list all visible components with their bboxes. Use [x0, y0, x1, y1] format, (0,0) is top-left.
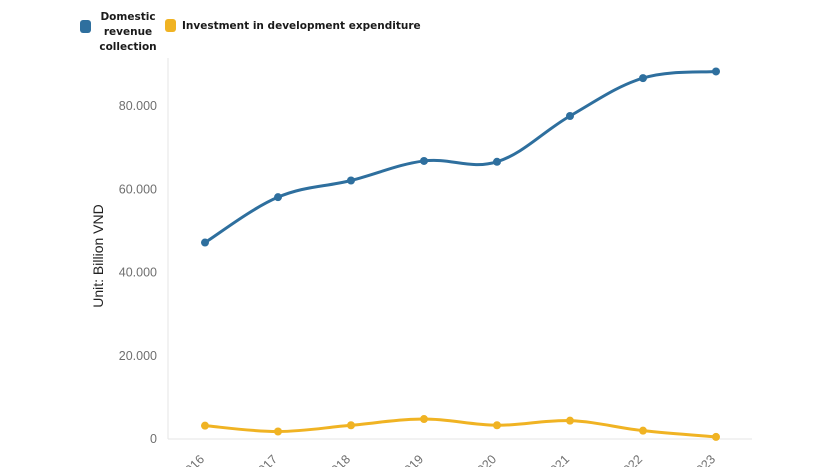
x-tick-label: 2018 — [324, 452, 354, 467]
data-point[interactable] — [420, 415, 428, 424]
data-point[interactable] — [420, 156, 428, 165]
y-tick-label: 0 — [150, 432, 157, 446]
legend-label-domestic-revenue: Domestic revenue collection — [99, 11, 157, 53]
x-tick-label: 2019 — [397, 452, 427, 467]
data-point[interactable] — [493, 421, 501, 430]
series-0 — [201, 67, 720, 247]
legend-label-investment: Investment in development expenditure — [182, 20, 421, 32]
data-point[interactable] — [712, 67, 720, 76]
series-line — [203, 69, 718, 245]
legend-item-domestic-revenue[interactable]: Domestic revenue collection — [80, 10, 159, 55]
y-tick-label: 80.000 — [119, 99, 157, 113]
y-tick-label: 20.000 — [119, 349, 157, 363]
data-point[interactable] — [493, 157, 501, 166]
data-point[interactable] — [566, 111, 574, 120]
data-point[interactable] — [639, 426, 647, 435]
data-point[interactable] — [347, 176, 355, 185]
legend-swatch-domestic-revenue — [80, 20, 91, 33]
series-1 — [201, 415, 720, 441]
data-point[interactable] — [274, 193, 282, 202]
data-point[interactable] — [201, 421, 209, 430]
x-tick-label: 2022 — [616, 452, 646, 467]
x-axis-ticks: 2016 2017 2018 2019 2020 2021 2022 2023 — [178, 452, 719, 467]
y-axis-ticks: 0 20.000 40.000 60.000 80.000 — [119, 99, 157, 446]
data-point[interactable] — [274, 427, 282, 436]
data-point[interactable] — [201, 238, 209, 247]
x-tick-label: 2023 — [689, 452, 719, 467]
data-point[interactable] — [347, 421, 355, 430]
data-point[interactable] — [566, 416, 574, 425]
series-line — [203, 417, 718, 439]
legend-item-investment[interactable]: Investment in development expenditure — [165, 10, 421, 34]
y-tick-label: 40.000 — [119, 266, 157, 280]
legend: Domestic revenue collection Investment i… — [80, 10, 427, 55]
data-point[interactable] — [639, 74, 647, 83]
x-tick-label: 2016 — [178, 452, 208, 467]
x-tick-label: 2021 — [543, 452, 573, 467]
data-point[interactable] — [712, 432, 720, 441]
y-tick-label: 60.000 — [119, 182, 157, 196]
x-tick-label: 2020 — [470, 452, 500, 467]
x-tick-label: 2017 — [251, 452, 281, 467]
legend-swatch-investment — [165, 19, 176, 32]
series-layer — [201, 67, 720, 441]
